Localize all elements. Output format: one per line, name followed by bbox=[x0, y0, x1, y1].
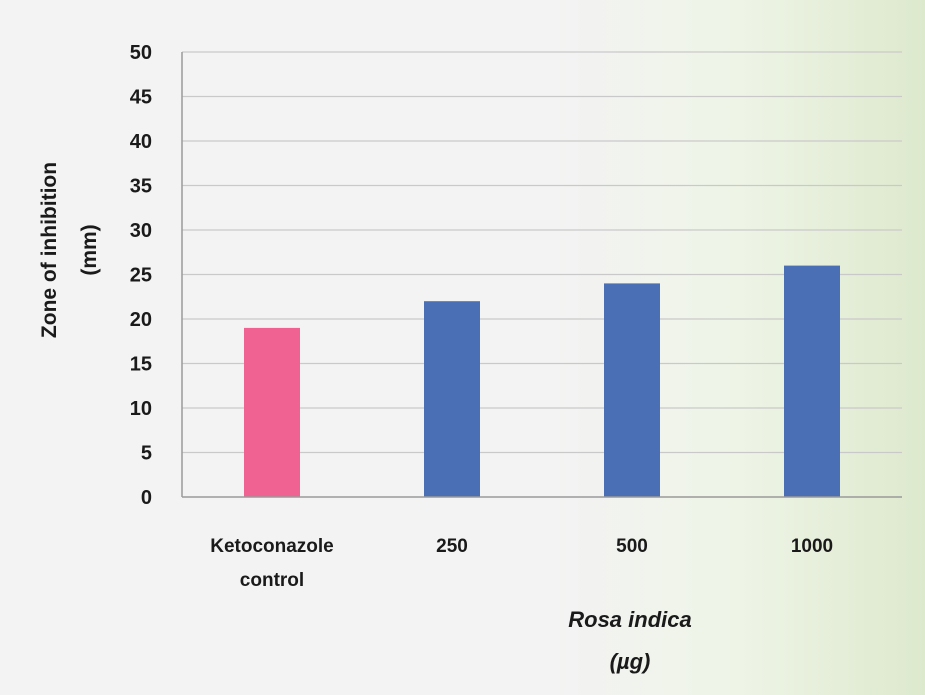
x-category-label: Ketoconazole bbox=[210, 536, 334, 557]
x-category-label: 500 bbox=[616, 536, 648, 557]
y-axis-label-line: Zone of inhibition bbox=[38, 162, 61, 338]
y-axis-label-line: (mm) bbox=[78, 224, 101, 275]
gridlines bbox=[182, 51, 902, 454]
y-tick-label: 50 bbox=[130, 42, 152, 64]
y-tick-label: 10 bbox=[130, 398, 152, 420]
x-axis-label: Rosa indica (µg) bbox=[568, 607, 691, 674]
y-tick-label: 30 bbox=[130, 220, 152, 242]
x-category-labels: Ketoconazole control 250 500 1000 bbox=[210, 536, 833, 591]
bar-3 bbox=[604, 283, 660, 497]
bar-1 bbox=[244, 327, 300, 497]
x-axis-label-line: Rosa indica bbox=[568, 607, 691, 632]
x-category-label: 250 bbox=[436, 536, 468, 557]
y-tick-label: 0 bbox=[141, 487, 152, 509]
axes bbox=[181, 52, 902, 498]
y-tick-label: 20 bbox=[130, 309, 152, 331]
bar-4 bbox=[784, 265, 840, 497]
y-tick-label: 25 bbox=[130, 265, 152, 287]
y-axis-label: Zone of inhibition (mm) bbox=[38, 162, 101, 338]
y-tick-label: 35 bbox=[130, 176, 152, 198]
y-tick-labels: 0 5 10 15 20 25 30 35 40 45 50 bbox=[130, 42, 152, 509]
x-category-label: 1000 bbox=[791, 536, 833, 557]
x-category-label: control bbox=[240, 570, 304, 591]
x-axis-label-line: (µg) bbox=[610, 649, 651, 674]
y-tick-label: 40 bbox=[130, 131, 152, 153]
y-tick-label: 15 bbox=[130, 354, 152, 376]
bars bbox=[244, 265, 840, 497]
y-tick-label: 5 bbox=[141, 443, 152, 465]
bar-2 bbox=[424, 301, 480, 497]
y-tick-label: 45 bbox=[130, 87, 152, 109]
